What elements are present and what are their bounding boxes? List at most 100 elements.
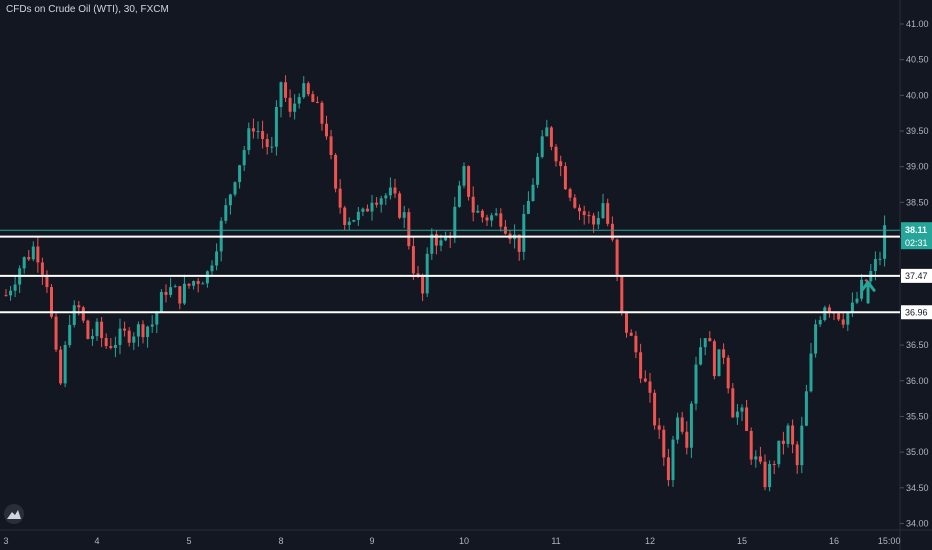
y-tick-label: 35.50: [906, 411, 929, 421]
candle-body: [379, 198, 383, 205]
candle-body: [201, 283, 205, 285]
candle-body: [182, 283, 186, 304]
candle-body: [100, 321, 104, 339]
candle-body: [731, 388, 735, 418]
candle-body: [666, 457, 670, 481]
candle-body: [689, 403, 693, 448]
candle-body: [620, 276, 624, 312]
x-tick-label: 15: [737, 536, 747, 546]
candle-body: [676, 417, 680, 440]
candle-body: [772, 464, 776, 466]
candle-body: [878, 258, 882, 260]
candle-body: [568, 189, 572, 198]
y-tick-label: 40.50: [906, 55, 929, 65]
y-tick-label: 36.50: [906, 340, 929, 350]
candle-body: [311, 94, 315, 102]
candle-body: [554, 146, 558, 162]
candle-body: [393, 187, 397, 194]
candle-body: [384, 195, 388, 199]
candle-body: [708, 338, 712, 342]
candle-body: [680, 417, 684, 432]
candle-body: [643, 378, 647, 382]
candle-body: [582, 211, 586, 216]
x-tick-label: 8: [278, 536, 283, 546]
candle-body: [251, 128, 255, 132]
chart-title: CFDs on Crude Oil (WTI), 30, FXCM: [6, 4, 169, 15]
candle-body: [36, 246, 40, 263]
candle-body: [4, 295, 8, 297]
candle-body: [356, 211, 360, 221]
x-tick-label: 15:00: [878, 536, 901, 546]
candle-body: [758, 456, 762, 462]
candle-body: [155, 312, 159, 325]
candle-body: [150, 324, 154, 327]
candle-body: [601, 203, 605, 218]
candle-body: [685, 431, 689, 448]
candle-body: [81, 307, 85, 321]
candle-body: [40, 262, 44, 275]
candle-body: [334, 154, 338, 189]
candle-body: [596, 217, 600, 225]
candle-body: [841, 319, 845, 325]
candle-body: [224, 205, 228, 221]
current-price-label-bg: [901, 222, 932, 250]
x-tick-label: 5: [186, 536, 191, 546]
candle-body: [480, 210, 484, 218]
candle-body: [343, 207, 347, 225]
candle-body: [164, 291, 168, 295]
candle-body: [132, 336, 136, 343]
candle-body: [471, 196, 475, 213]
candle-body: [444, 235, 448, 241]
candle-body: [777, 440, 781, 465]
tradingview-logo-icon[interactable]: [4, 504, 24, 524]
candle-body: [522, 213, 526, 252]
candle-body: [27, 257, 31, 260]
candle-body: [671, 439, 675, 481]
candle-body: [59, 349, 63, 384]
y-tick-label: 39.50: [906, 126, 929, 136]
candle-body: [279, 82, 283, 107]
candle-body: [210, 265, 214, 272]
candle-body: [173, 286, 177, 288]
candle-body: [302, 83, 306, 98]
candle-body: [361, 208, 365, 212]
candle-body: [850, 302, 854, 313]
candle-body: [703, 338, 707, 348]
candle-body: [494, 213, 498, 216]
candle-body: [639, 352, 643, 379]
candle-body: [402, 212, 406, 218]
candle-body: [818, 319, 822, 325]
candle-body: [823, 307, 827, 320]
candle-body: [72, 305, 76, 325]
candle-body: [398, 193, 402, 218]
candle-body: [873, 259, 877, 271]
candle-body: [77, 305, 81, 308]
candle-body: [256, 131, 260, 133]
level-price-label: 36.96: [905, 307, 928, 317]
level-price-label: 37.47: [905, 271, 928, 281]
candle-body: [370, 202, 374, 212]
candle-body: [837, 312, 841, 320]
candle-body: [662, 429, 666, 458]
candle-body: [284, 82, 288, 98]
candle-body: [749, 430, 753, 460]
candle-body: [573, 197, 577, 208]
candle-body: [610, 223, 614, 240]
candle-body: [315, 101, 319, 103]
candle-body: [425, 253, 429, 294]
level-price-label-bg: [901, 268, 932, 283]
candle-body: [864, 279, 868, 282]
candle-body: [517, 234, 521, 252]
candle-body: [606, 203, 610, 224]
candle-body: [735, 411, 739, 418]
candle-body: [653, 392, 657, 426]
candle-body: [22, 257, 26, 269]
candle-body: [540, 136, 544, 157]
y-tick-label: 34.00: [906, 518, 929, 528]
candle-body: [781, 440, 785, 444]
candle-body: [490, 215, 494, 221]
candle-body: [228, 194, 232, 206]
candle-body: [54, 316, 58, 350]
candle-body: [411, 246, 415, 274]
